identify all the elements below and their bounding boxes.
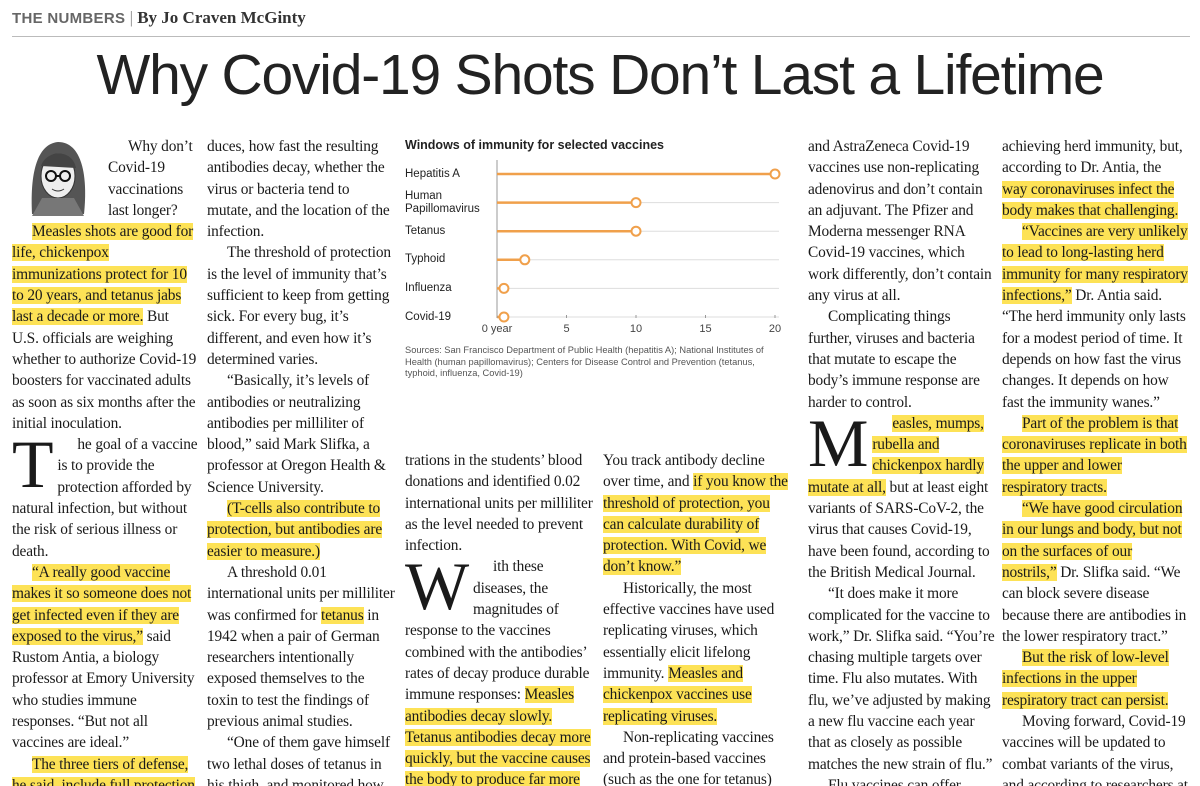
column: achieving herd immunity, but, according … [1002, 136, 1190, 786]
text-run: Flu vaccines can offer protection for at… [828, 776, 961, 786]
paragraph: But the risk of low-level infections in … [1002, 647, 1190, 711]
drop-cap: T [12, 426, 54, 503]
author-portrait [12, 136, 102, 216]
category-label: Typhoid [405, 253, 446, 266]
text-run: Non-replicating vaccines and protein-bas… [603, 728, 774, 786]
dot [630, 225, 642, 237]
column: You track antibody decline over time, an… [603, 450, 790, 786]
text-run: and AstraZeneca Covid-19 vaccines use no… [808, 138, 992, 305]
paragraph: The threshold of protection is the level… [207, 242, 396, 370]
category-label: Tetanus [405, 224, 446, 237]
text-run: Moving forward, Covid-19 vaccines will b… [1002, 713, 1188, 786]
paragraph: A threshold 0.01 international units per… [207, 562, 396, 732]
dot [519, 254, 531, 266]
paragraph: Part of the problem is that coronaviruse… [1002, 413, 1190, 498]
text-run: “It does make it more complicated for th… [808, 585, 995, 773]
drop-cap: M [808, 404, 869, 481]
text-run: he goal of a vaccine is to provide the p… [12, 436, 198, 560]
drop-cap: W [405, 548, 470, 625]
category-label: Hepatitis A [405, 167, 460, 180]
paragraph: (T-cells also contribute to protection, … [207, 498, 396, 562]
byline: By Jo Craven McGinty [137, 8, 306, 27]
highlighted-text: The three tiers of defense, he said, inc… [12, 755, 195, 786]
highlighted-text: (T-cells also contribute to protection, … [207, 500, 383, 560]
chart-title: Windows of immunity for selected vaccine… [405, 138, 664, 152]
column: trations in the students’ blood donation… [405, 450, 596, 786]
chart-source: Sources: San Francisco Department of Pub… [405, 345, 764, 378]
dot [498, 311, 510, 323]
text-run: Dr. Antia said. “The herd immunity only … [1002, 287, 1186, 411]
text-run: trations in the students’ blood donation… [405, 452, 593, 555]
paragraph: Non-replicating vaccines and protein-bas… [603, 727, 790, 786]
highlighted-text: Part of the problem is that coronaviruse… [1002, 414, 1187, 496]
text-run: ith these diseases, the magnitudes of re… [405, 558, 590, 704]
paragraph: trations in the students’ blood donation… [405, 450, 596, 556]
text-run: but at least eight variants of SARS-CoV-… [808, 478, 990, 581]
text-run: But U.S. officials are weighing whether … [12, 308, 197, 432]
category-label: Covid-19 [405, 310, 452, 323]
paragraph: duces, how fast the resulting antibodies… [207, 136, 396, 242]
x-tick-label: 20 [768, 323, 782, 335]
dot [630, 197, 642, 209]
highlighted-text: way coronaviruses infect the body makes … [1002, 180, 1179, 219]
text-run: Dr. Slifka said. “We can block severe di… [1002, 563, 1187, 645]
dot [498, 282, 510, 294]
paragraph: “It does make it more complicated for th… [808, 583, 995, 775]
column: Why don’t Covid-19 vaccinations last lon… [12, 136, 198, 786]
paragraph: Moving forward, Covid-19 vaccines will b… [1002, 711, 1190, 786]
text-run: The threshold of protection is the level… [207, 244, 391, 368]
x-tick-label: 10 [629, 323, 643, 335]
headline: Why Covid-19 Shots Don’t Last a Lifetime [96, 43, 1105, 107]
dot [769, 168, 781, 180]
highlighted-text: tetanus [320, 606, 364, 624]
x-tick-label: 5 [563, 323, 570, 335]
text-run: Historically, the most effective vaccine… [603, 579, 775, 682]
divider: | [125, 8, 138, 27]
category-label: Human Papillomavirus [405, 189, 480, 215]
text-run: said Rustom Antia, a biology professor a… [12, 627, 195, 752]
text-run: Why don’t Covid-19 vaccinations last lon… [108, 138, 193, 219]
paragraph: Complicating things further, viruses and… [808, 306, 995, 412]
paragraph: Historically, the most effective vaccine… [603, 578, 790, 727]
kicker: THE NUMBERS [12, 10, 126, 27]
paragraph: The three tiers of defense, he said, inc… [12, 754, 198, 786]
text-run: in 1942 when a pair of German researcher… [207, 606, 380, 731]
paragraph: “A really good vaccine makes it so someo… [12, 562, 198, 754]
text-run: “One of them gave himself two lethal dos… [207, 734, 390, 786]
highlighted-text: But the risk of low-level infections in … [1002, 649, 1169, 709]
rule [12, 36, 1190, 37]
paragraph: “Basically, it’s levels of antibodies or… [207, 370, 396, 498]
paragraph: You track antibody decline over time, an… [603, 450, 790, 578]
category-label: Influenza [405, 281, 452, 294]
text-run: achieving herd immunity, but, according … [1002, 138, 1183, 177]
paragraph: Measles shots are good for life, chicken… [12, 221, 198, 434]
text-run: You track antibody decline over time, an… [603, 452, 765, 491]
text-run: Complicating things further, viruses and… [808, 308, 980, 411]
header: THE NUMBERS | By Jo Craven McGinty [12, 8, 306, 28]
paragraph: Why don’t Covid-19 vaccinations last lon… [12, 136, 198, 221]
paragraph: and AstraZeneca Covid-19 vaccines use no… [808, 136, 995, 306]
paragraph: “We have good circulation in our lungs a… [1002, 498, 1190, 647]
chart: Windows of immunity for selected vaccine… [405, 132, 790, 378]
text-run: “Basically, it’s levels of antibodies or… [207, 372, 386, 496]
text-run: duces, how fast the resulting antibodies… [207, 138, 390, 241]
x-tick-label: 0 year [481, 323, 513, 335]
x-tick-label: 15 [699, 323, 712, 335]
paragraph: Flu vaccines can offer protection for at… [808, 775, 995, 786]
text-run: A threshold 0.01 international units per… [207, 563, 395, 624]
column: and AstraZeneca Covid-19 vaccines use no… [808, 136, 995, 786]
paragraph: “One of them gave himself two lethal dos… [207, 732, 396, 786]
column: duces, how fast the resulting antibodies… [207, 136, 396, 786]
paragraph: achieving herd immunity, but, according … [1002, 136, 1190, 221]
chart-plot [496, 160, 781, 323]
paragraph: “Vaccines are very unlikely to lead to l… [1002, 221, 1190, 413]
